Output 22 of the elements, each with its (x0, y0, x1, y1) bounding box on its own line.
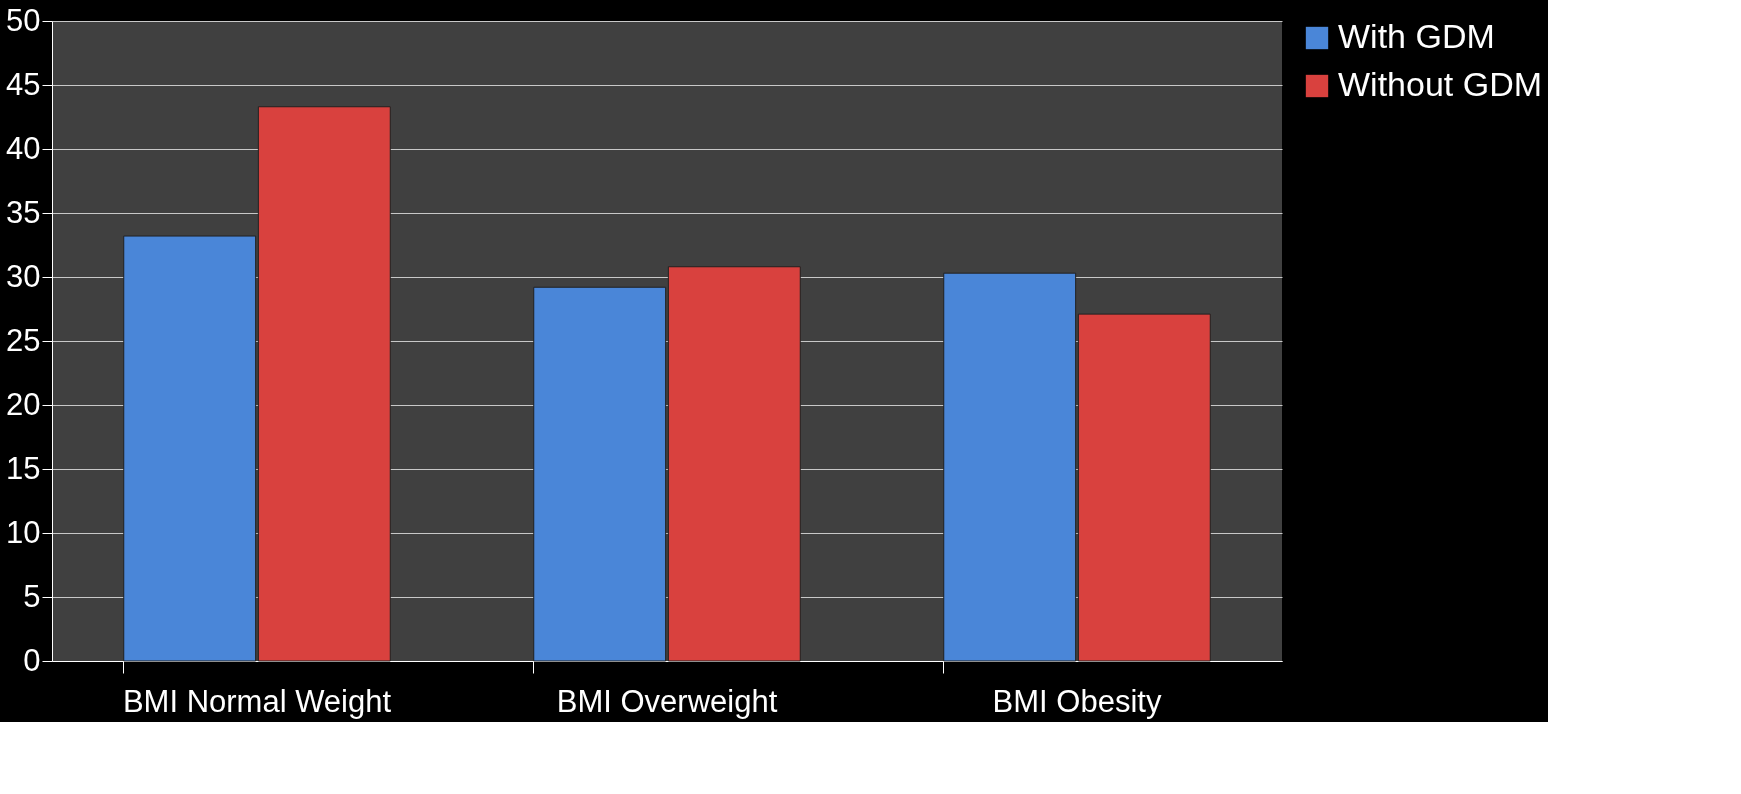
y-tick-label: 10 (6, 514, 41, 550)
bar (533, 286, 667, 662)
y-tick-label: 25 (6, 322, 41, 358)
y-tick-label: 40 (6, 130, 41, 166)
y-tick-label: 50 (6, 2, 41, 38)
y-tick-label: 30 (6, 258, 41, 294)
y-tick-label: 20 (6, 386, 41, 422)
bar (123, 235, 257, 662)
y-tick-label: 5 (23, 578, 41, 614)
x-tick-label: BMI Obesity (992, 683, 1162, 719)
bar (667, 266, 801, 662)
y-tick-label: 0 (23, 642, 41, 678)
y-tick-label: 15 (6, 450, 41, 486)
x-tick-label: BMI Normal Weight (122, 683, 392, 719)
x-tick-label: BMI Overweight (556, 683, 778, 719)
bar (943, 272, 1077, 662)
bar (1077, 313, 1211, 662)
legend-label: Without GDM (1338, 65, 1543, 103)
bar (257, 106, 391, 662)
y-tick-label: 45 (6, 66, 41, 102)
legend-label: With GDM (1338, 17, 1495, 55)
y-tick-label: 35 (6, 194, 41, 230)
